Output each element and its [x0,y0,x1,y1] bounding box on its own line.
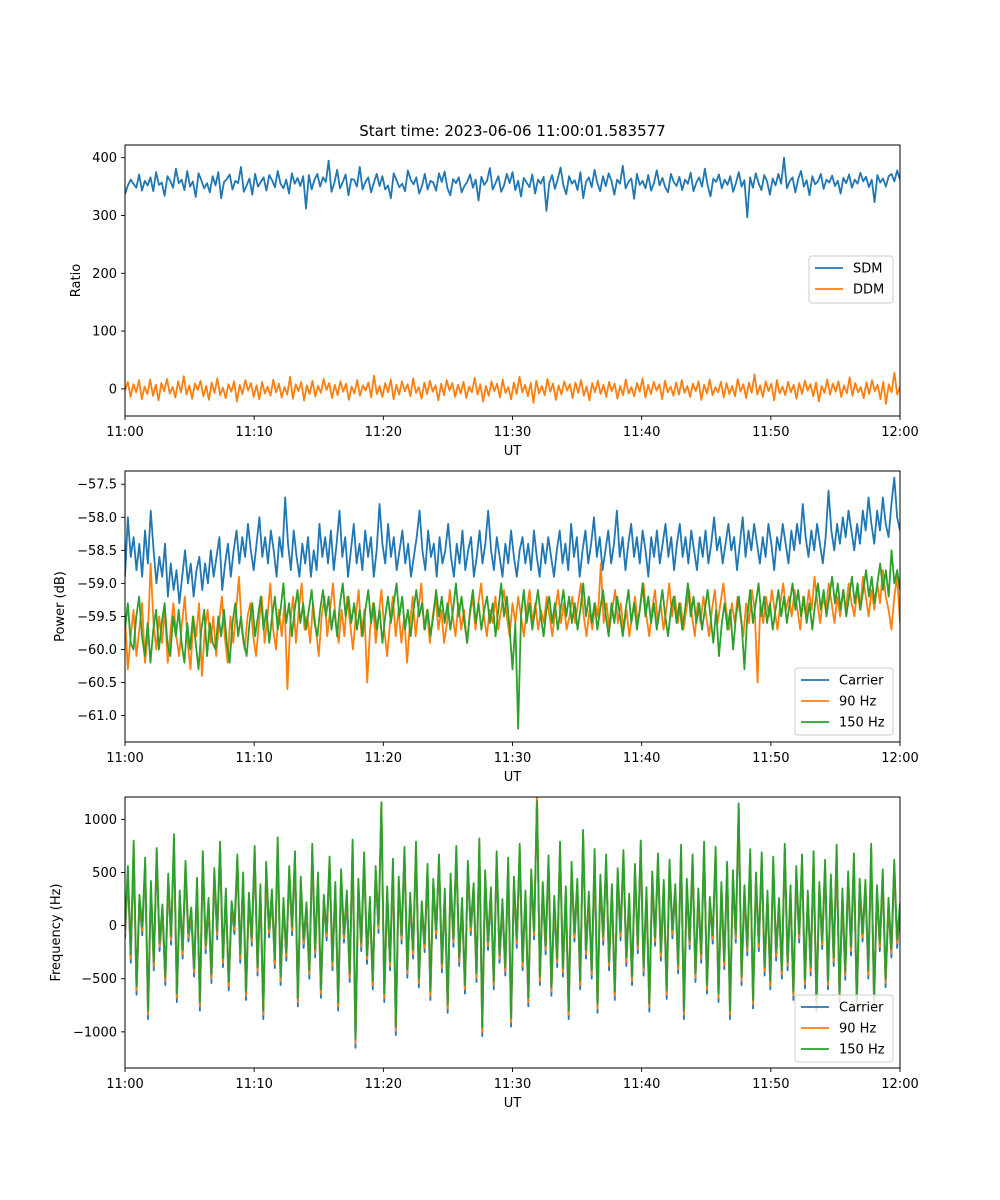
ratio-x-tick-label: 11:00 [106,425,143,440]
power-x-tick-label: 11:40 [623,751,660,766]
power-y-tick-label: −58.0 [77,511,117,526]
ratio-legend: SDM DDM [808,255,894,304]
frequency-y-tick-label: −1000 [73,1025,117,1040]
ratio-y-tick-label: 300 [92,209,117,224]
power-series-layer [125,476,900,730]
frequency-x-tick-label: 11:50 [752,1077,789,1092]
frequency-legend: Carrier 90 Hz 150 Hz [794,994,894,1063]
ratio-x-tick-label: 11:30 [494,425,531,440]
frequency-y-tick-label: −500 [81,972,117,987]
ratio-series-line-ddm [125,371,900,405]
power-x-tick-label: 12:00 [881,751,918,766]
frequency-y-tick-label: 1000 [84,813,117,828]
ratio-x-tick-label: 11:20 [365,425,402,440]
ratio-y-tick-label: 200 [92,267,117,282]
power-y-tick-label: −60.5 [77,676,117,691]
ratio-y-tick-label: 100 [92,325,117,340]
power-y-tick-label: −59.0 [77,577,117,592]
power-y-axis-label: Power (dB) [53,571,68,642]
frequency-x-tick-label: 12:00 [881,1077,918,1092]
power-x-tick-label: 11:20 [365,751,402,766]
power-x-tick-label: 11:10 [235,751,272,766]
ratio-panel: 11:00 11:10 11:20 11:30 11:40 11:50 12:00 0 100 2… [69,144,919,459]
frequency-x-tick-label: 11:40 [623,1077,660,1092]
ratio-legend-label: SDM [853,262,882,277]
power-series-line-150-hz [125,549,900,730]
frequency-series-line-150-hz [125,800,900,1041]
power-y-tick-label: −57.5 [77,478,117,493]
frequency-series-layer [125,797,900,1049]
ratio-x-tick-label: 11:10 [235,425,272,440]
power-legend-label: Carrier [839,674,884,689]
ratio-x-tick-label: 11:40 [623,425,660,440]
ratio-y-tick-label: 400 [92,151,117,166]
power-legend: Carrier 90 Hz 150 Hz [794,667,894,736]
power-y-tick-label: −60.0 [77,643,117,658]
power-y-tick-label: −58.5 [77,544,117,559]
frequency-y-axis-label: Frequency (Hz) [49,883,64,981]
frequency-panel: 11:00 11:10 11:20 11:30 11:40 11:50 12:00 −1000… [49,796,919,1111]
power-series-line-carrier [125,476,900,605]
ratio-ticks: 11:00 11:10 11:20 11:30 11:40 11:50 12:00 0 100 2… [92,151,919,440]
power-legend-box [794,667,894,736]
frequency-x-tick-label: 11:30 [494,1077,531,1092]
frequency-y-tick-label: 500 [92,866,117,881]
ratio-x-tick-label: 11:50 [752,425,789,440]
frequency-legend-label: 90 Hz [839,1022,876,1037]
ratio-series-layer [125,156,900,405]
ratio-x-tick-label: 12:00 [881,425,918,440]
power-legend-label: 90 Hz [839,695,876,710]
ratio-y-axis-label: Ratio [69,264,84,297]
ratio-series-line-sdm [125,156,900,219]
ratio-legend-label: DDM [853,283,884,298]
frequency-legend-label: Carrier [839,1001,884,1016]
power-legend-label: 150 Hz [839,716,885,731]
frequency-x-tick-label: 11:10 [235,1077,272,1092]
power-x-axis-label: UT [504,770,522,785]
frequency-y-tick-label: 0 [109,919,117,934]
power-x-tick-label: 11:30 [494,751,531,766]
frequency-x-tick-label: 11:00 [106,1077,143,1092]
frequency-legend-box [794,994,894,1063]
frequency-x-tick-label: 11:20 [365,1077,402,1092]
power-panel: 11:00 11:10 11:20 11:30 11:40 11:50 12:00 −61.0… [53,470,919,785]
frequency-x-axis-label: UT [504,1096,522,1111]
power-x-tick-label: 11:00 [106,751,143,766]
frequency-legend-label: 150 Hz [839,1043,885,1058]
frequency-ticks: 11:00 11:10 11:20 11:30 11:40 11:50 12:00 −1000… [73,813,919,1092]
ratio-x-axis-label: UT [504,444,522,459]
ratio-y-tick-label: 0 [109,382,117,397]
figure-title: Start time: 2023-06-06 11:00:01.583577 [359,122,665,140]
power-y-tick-label: −61.0 [77,709,117,724]
power-series-line-90-hz [125,562,900,691]
power-y-tick-label: −59.5 [77,610,117,625]
power-x-tick-label: 11:50 [752,751,789,766]
power-ticks: 11:00 11:10 11:20 11:30 11:40 11:50 12:00 −61.0… [77,478,919,766]
